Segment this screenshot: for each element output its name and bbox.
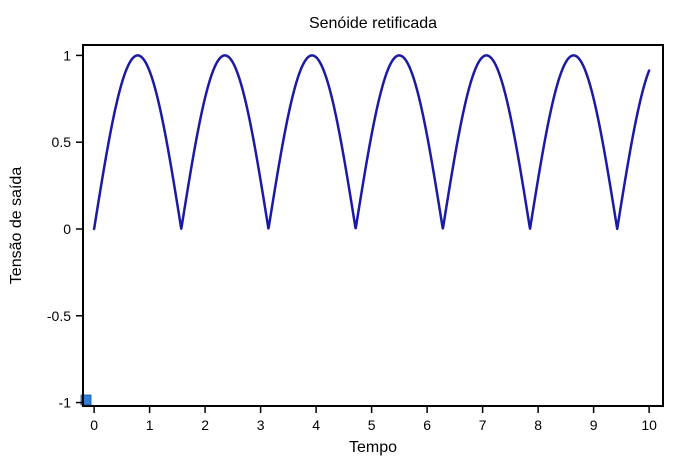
- series-line: [92, 54, 651, 231]
- x-axis-title: Tempo: [349, 439, 397, 456]
- x-tick-label: 3: [257, 417, 265, 433]
- x-tick-label: 1: [146, 417, 154, 433]
- plot-area: [80, 54, 651, 406]
- x-tick-label: 2: [201, 417, 209, 433]
- x-tick-label: 7: [479, 417, 487, 433]
- y-tick-label: -1: [59, 395, 72, 411]
- x-tick-label: 4: [312, 417, 320, 433]
- axis-ticks: 0 1 2 3 4 5 6 7 8 9 10 1 0.5 0 -0.5 -1: [47, 47, 657, 433]
- y-tick-label: 0.5: [52, 134, 72, 150]
- x-tick-label: 5: [368, 417, 376, 433]
- y-axis-title: Tensão de saída: [8, 167, 25, 285]
- y-tick-label: -0.5: [47, 308, 71, 324]
- chart-title: Senóide retificada: [309, 15, 437, 32]
- x-tick-label: 10: [641, 417, 657, 433]
- x-tick-label: 6: [423, 417, 431, 433]
- x-tick-label: 9: [590, 417, 598, 433]
- x-tick-label: 8: [534, 417, 542, 433]
- y-tick-label: 0: [63, 221, 71, 237]
- y-tick-label: 1: [63, 47, 71, 63]
- plot-frame: [82, 44, 664, 407]
- x-tick-label: 0: [90, 417, 98, 433]
